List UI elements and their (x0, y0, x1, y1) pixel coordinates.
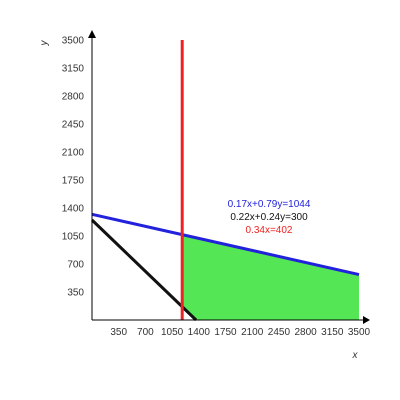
equation-label-3: 0.34x=402 (246, 225, 293, 236)
x-axis-arrow (363, 316, 370, 324)
y-axis-arrow (88, 30, 96, 38)
x-tick-label: 350 (110, 327, 127, 338)
x-tick-label: 1050 (161, 327, 184, 338)
y-tick-label: 1750 (62, 176, 85, 187)
y-tick-label: 1050 (62, 232, 85, 243)
x-tick-label: 3150 (321, 327, 344, 338)
x-tick-label: 1400 (188, 327, 211, 338)
x-axis-label: x (352, 350, 359, 361)
y-tick-label: 2800 (62, 92, 85, 103)
equation-label-1: 0.17x+0.79y=1044 (228, 199, 311, 210)
y-tick-label: 3150 (62, 64, 85, 75)
x-tick-label: 1750 (214, 327, 237, 338)
feasible-region (182, 234, 359, 320)
constraint-line-1 (91, 212, 360, 276)
y-tick-label: 2450 (62, 120, 85, 131)
constraint-line-2 (90, 218, 198, 322)
x-tick-label: 2450 (268, 327, 291, 338)
x-tick-label: 700 (137, 327, 154, 338)
x-tick-label: 3500 (348, 327, 371, 338)
y-tick-label: 1400 (62, 204, 85, 215)
y-tick-label: 700 (67, 260, 84, 271)
y-tick-label: 3500 (62, 36, 85, 47)
y-tick-label: 2100 (62, 148, 85, 159)
x-tick-label: 2100 (241, 327, 264, 338)
equation-label-2: 0.22x+0.24y=300 (230, 212, 308, 223)
x-tick-label: 2800 (294, 327, 317, 338)
y-axis-label: y (39, 40, 50, 47)
y-tick-label: 350 (67, 288, 84, 299)
